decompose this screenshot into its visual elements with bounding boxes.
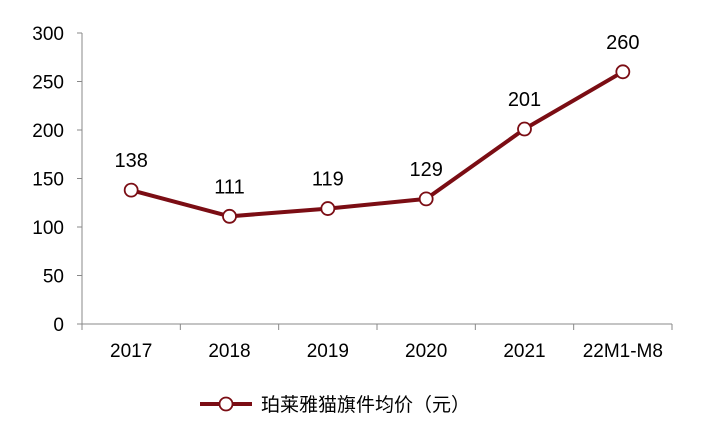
x-tick-label: 2021 xyxy=(503,341,545,362)
data-label: 119 xyxy=(312,169,344,191)
data-point xyxy=(418,191,434,207)
data-label: 201 xyxy=(508,89,541,111)
y-tick-label: 200 xyxy=(32,121,64,142)
data-point xyxy=(222,208,237,224)
x-tick-label: 2018 xyxy=(208,341,250,362)
data-label: 129 xyxy=(409,159,442,181)
x-tick-label: 2020 xyxy=(405,341,447,362)
y-tick-label: 0 xyxy=(53,315,64,336)
data-point xyxy=(123,182,139,198)
x-tick-labels: 2017 2018 2019 2020 2021 22M1-M8 xyxy=(110,341,663,362)
x-tick-label: 2019 xyxy=(307,341,349,362)
y-tick-label: 150 xyxy=(32,170,64,191)
data-label: 138 xyxy=(114,150,147,172)
x-tick-label: 2017 xyxy=(110,341,152,362)
data-point xyxy=(320,201,336,216)
y-tick-label: 50 xyxy=(43,267,64,288)
y-tick-label: 100 xyxy=(32,218,64,239)
data-point xyxy=(517,121,532,137)
x-tick-label: 22M1-M8 xyxy=(583,341,663,362)
legend-marker xyxy=(218,396,234,412)
y-tick-labels: 0 50 100 150 200 250 300 xyxy=(32,24,64,336)
data-point xyxy=(615,64,631,80)
legend: 珀莱雅猫旗件均价（元） xyxy=(200,394,470,416)
series-line xyxy=(130,70,624,219)
y-tick-label: 300 xyxy=(32,24,64,45)
axes xyxy=(77,32,673,330)
data-label: 260 xyxy=(606,32,639,54)
legend-label: 珀莱雅猫旗件均价（元） xyxy=(261,394,470,416)
data-label: 111 xyxy=(214,176,244,198)
series-group: 138 111 119 129 201 260 xyxy=(114,32,640,224)
y-tick-label: 250 xyxy=(32,73,64,94)
